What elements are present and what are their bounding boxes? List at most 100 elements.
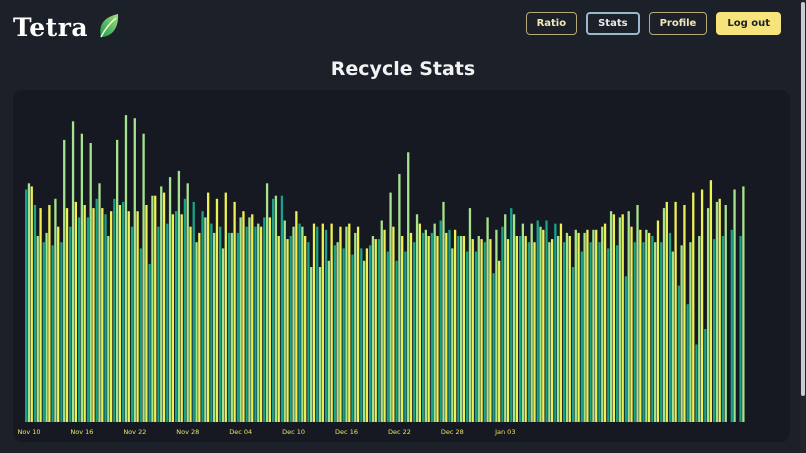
bar-yellow-40 bbox=[383, 229, 386, 422]
bar-yellow-16 bbox=[171, 214, 175, 422]
bar-lightgreen-79 bbox=[724, 205, 727, 422]
bar-lightgreen-68 bbox=[627, 211, 630, 422]
bar-lightgreen-11 bbox=[124, 115, 128, 422]
bar-yellow-58 bbox=[542, 229, 545, 422]
bar-lightgreen-70 bbox=[645, 229, 648, 422]
bar-teal-78 bbox=[712, 239, 716, 422]
bar-yellow-4 bbox=[65, 208, 69, 422]
scrollbar-thumb[interactable] bbox=[801, 2, 805, 396]
bar-teal-39 bbox=[368, 245, 372, 422]
bar-teal-79 bbox=[721, 236, 725, 422]
bar-lightgreen-27 bbox=[265, 183, 269, 422]
bar-yellow-46 bbox=[436, 236, 439, 422]
bar-lightgreen-50 bbox=[468, 208, 472, 422]
bar-teal-25 bbox=[245, 226, 248, 422]
bar-yellow-12 bbox=[136, 211, 139, 422]
bar-teal-48 bbox=[448, 229, 451, 422]
ratio-button[interactable]: Ratio bbox=[525, 12, 578, 35]
bar-yellow-70 bbox=[648, 232, 651, 422]
x-tick-label: Dec 22 bbox=[388, 428, 411, 436]
bar-yellow-78 bbox=[718, 198, 721, 422]
bar-teal-30 bbox=[289, 236, 292, 422]
bar-yellow-36 bbox=[348, 223, 351, 422]
bar-yellow-53 bbox=[498, 260, 501, 422]
bar-teal-54 bbox=[501, 226, 504, 422]
bar-lightgreen-17 bbox=[177, 170, 181, 422]
bar-lightgreen-19 bbox=[195, 242, 198, 422]
bar-yellow-25 bbox=[251, 214, 254, 422]
bar-teal-43 bbox=[404, 251, 407, 422]
bar-teal-23 bbox=[227, 232, 231, 422]
bar-yellow-67 bbox=[621, 214, 624, 422]
bar-yellow-30 bbox=[295, 211, 298, 422]
bar-lightgreen-60 bbox=[557, 236, 560, 422]
bar-yellow-55 bbox=[515, 236, 518, 422]
bar-teal-21 bbox=[210, 223, 213, 422]
bar-teal-59 bbox=[545, 220, 548, 422]
bar-lightgreen-31 bbox=[301, 226, 304, 422]
bar-lightgreen-4 bbox=[63, 139, 66, 422]
bar-lightgreen-64 bbox=[592, 229, 595, 422]
bar-lightgreen-47 bbox=[442, 201, 445, 422]
bar-teal-26 bbox=[254, 226, 257, 422]
bar-yellow-8 bbox=[101, 208, 104, 422]
x-tick-label: Nov 16 bbox=[70, 428, 93, 436]
bar-lightgreen-54 bbox=[504, 214, 507, 422]
bar-teal-58 bbox=[536, 220, 539, 422]
bar-lightgreen-10 bbox=[116, 139, 119, 422]
bar-lightgreen-53 bbox=[495, 229, 498, 422]
bar-lightgreen-43 bbox=[407, 152, 410, 423]
bar-teal-66 bbox=[607, 248, 610, 422]
bar-yellow-10 bbox=[118, 205, 122, 422]
bar-teal-22 bbox=[219, 226, 222, 422]
x-tick-label: Dec 10 bbox=[282, 428, 305, 436]
recycle-stats-chart: Nov 10 Nov 16 Nov 22 Nov 28 Dec 04 Dec 10 Dec … bbox=[17, 115, 745, 436]
bar-yellow-19 bbox=[198, 232, 201, 422]
bar-lightgreen-65 bbox=[601, 226, 604, 422]
bar-lightgreen-67 bbox=[618, 217, 622, 422]
bar-yellow-69 bbox=[639, 229, 642, 422]
bar-yellow-45 bbox=[427, 236, 430, 422]
bar-teal-51 bbox=[474, 251, 478, 422]
bar-lightgreen-23 bbox=[230, 232, 233, 422]
bar-teal-76 bbox=[695, 344, 698, 422]
brand-logo[interactable]: Tetra bbox=[13, 12, 122, 42]
bar-lightgreen-33 bbox=[318, 267, 322, 422]
bar-lightgreen-73 bbox=[671, 251, 674, 422]
profile-button[interactable]: Profile bbox=[648, 12, 708, 35]
bar-lightgreen-56 bbox=[521, 223, 525, 422]
bar-yellow-49 bbox=[462, 236, 466, 422]
stats-button[interactable]: Stats bbox=[586, 12, 640, 35]
bar-teal-8 bbox=[95, 198, 98, 422]
bar-yellow-13 bbox=[145, 205, 148, 422]
bar-yellow-50 bbox=[471, 239, 474, 422]
bar-teal-47 bbox=[439, 220, 442, 422]
brand-name: Tetra bbox=[13, 12, 89, 42]
bar-lightgreen-25 bbox=[248, 217, 251, 422]
bar-yellow-43 bbox=[409, 232, 413, 422]
bar-teal-36 bbox=[342, 248, 345, 422]
bar-yellow-56 bbox=[524, 236, 527, 422]
bar-teal-80 bbox=[730, 229, 733, 422]
bar-teal-67 bbox=[615, 245, 619, 422]
bar-lightgreen-16 bbox=[168, 177, 172, 422]
bar-yellow-26 bbox=[259, 226, 263, 422]
bar-teal-68 bbox=[624, 276, 628, 422]
bar-teal-1 bbox=[33, 205, 37, 422]
bar-lightgreen-77 bbox=[706, 208, 710, 422]
bar-lightgreen-21 bbox=[213, 232, 216, 422]
bar-lightgreen-35 bbox=[336, 242, 339, 422]
x-tick-label: Nov 10 bbox=[17, 428, 40, 436]
page-scrollbar[interactable] bbox=[800, 0, 806, 453]
bar-teal-77 bbox=[704, 329, 707, 422]
bar-teal-28 bbox=[271, 198, 275, 422]
bar-teal-45 bbox=[421, 232, 425, 422]
bar-lightgreen-6 bbox=[80, 133, 84, 422]
bar-yellow-54 bbox=[506, 239, 510, 422]
logout-button[interactable]: Log out bbox=[716, 12, 781, 35]
bar-yellow-57 bbox=[533, 242, 536, 422]
bar-yellow-11 bbox=[127, 211, 130, 422]
bar-yellow-68 bbox=[630, 226, 633, 422]
bar-teal-11 bbox=[122, 201, 125, 422]
bar-teal-52 bbox=[483, 242, 486, 422]
